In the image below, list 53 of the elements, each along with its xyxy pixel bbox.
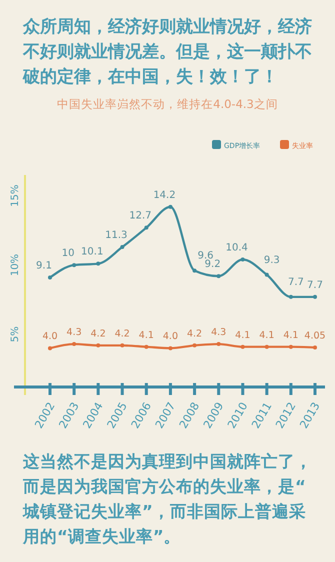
data-label: 4.1 <box>235 330 250 341</box>
data-label: 4.05 <box>304 330 326 342</box>
point <box>168 204 172 209</box>
data-label: 4.1 <box>283 330 298 341</box>
y-tick-label: 10% <box>10 254 21 276</box>
point <box>216 274 221 278</box>
data-label: 14.2 <box>153 190 176 201</box>
data-label: 4.2 <box>186 328 202 340</box>
point <box>288 344 293 349</box>
data-label: 4.1 <box>259 330 274 341</box>
point <box>120 245 124 250</box>
data-label: 4.1 <box>138 330 154 341</box>
data-label: 4.0 <box>162 331 178 342</box>
point <box>72 342 76 346</box>
y-tick-label: 5% <box>10 326 21 342</box>
data-label: 4.0 <box>42 331 58 342</box>
point <box>48 346 52 350</box>
point <box>192 268 197 273</box>
point <box>72 263 76 268</box>
text: 这当然不是因为真理到中国就阵亡了，而是因为我国官方公布的失业率，是“城镇登记失业率”，而非国际上普遍采用的“调查失业率”。 <box>22 452 312 546</box>
data-label: 7.7 <box>288 276 304 288</box>
point <box>264 344 269 349</box>
point <box>264 272 269 277</box>
data-label: 10.4 <box>226 242 248 254</box>
point <box>144 344 148 349</box>
data-label: 9.1 <box>36 260 52 272</box>
point <box>48 276 52 280</box>
data-label: 10.1 <box>81 246 104 258</box>
data-label: 7.7 <box>307 280 323 291</box>
point <box>313 346 317 350</box>
point <box>144 226 148 230</box>
data-label: 4.3 <box>66 327 82 338</box>
point <box>313 294 317 299</box>
point <box>168 346 172 350</box>
chart-title: 众所周知，经济好则就业情况好，经济不好则就业情况差。但是，这一颠扑不破的定律，在中国，失！效！了！ <box>22 17 312 87</box>
data-label: 4.2 <box>114 328 130 340</box>
point <box>192 343 197 348</box>
data-label: 9.3 <box>264 254 280 266</box>
point <box>120 343 124 348</box>
data-label: 9.2 <box>204 259 221 270</box>
point <box>240 258 245 262</box>
point <box>240 344 245 349</box>
point <box>288 294 293 299</box>
point <box>96 343 100 348</box>
y-tick-label: 15% <box>10 184 21 207</box>
data-label: 4.2 <box>90 328 106 340</box>
chart-subtitle: 中国失业率岿然不动，维持在4.0-4.3之间 <box>57 97 278 111</box>
point <box>216 342 221 346</box>
data-label: 11.3 <box>105 230 128 242</box>
point <box>96 262 100 266</box>
data-label: 4.3 <box>211 327 226 338</box>
data-label: 12.7 <box>129 210 152 222</box>
data-label: 10 <box>62 248 74 260</box>
